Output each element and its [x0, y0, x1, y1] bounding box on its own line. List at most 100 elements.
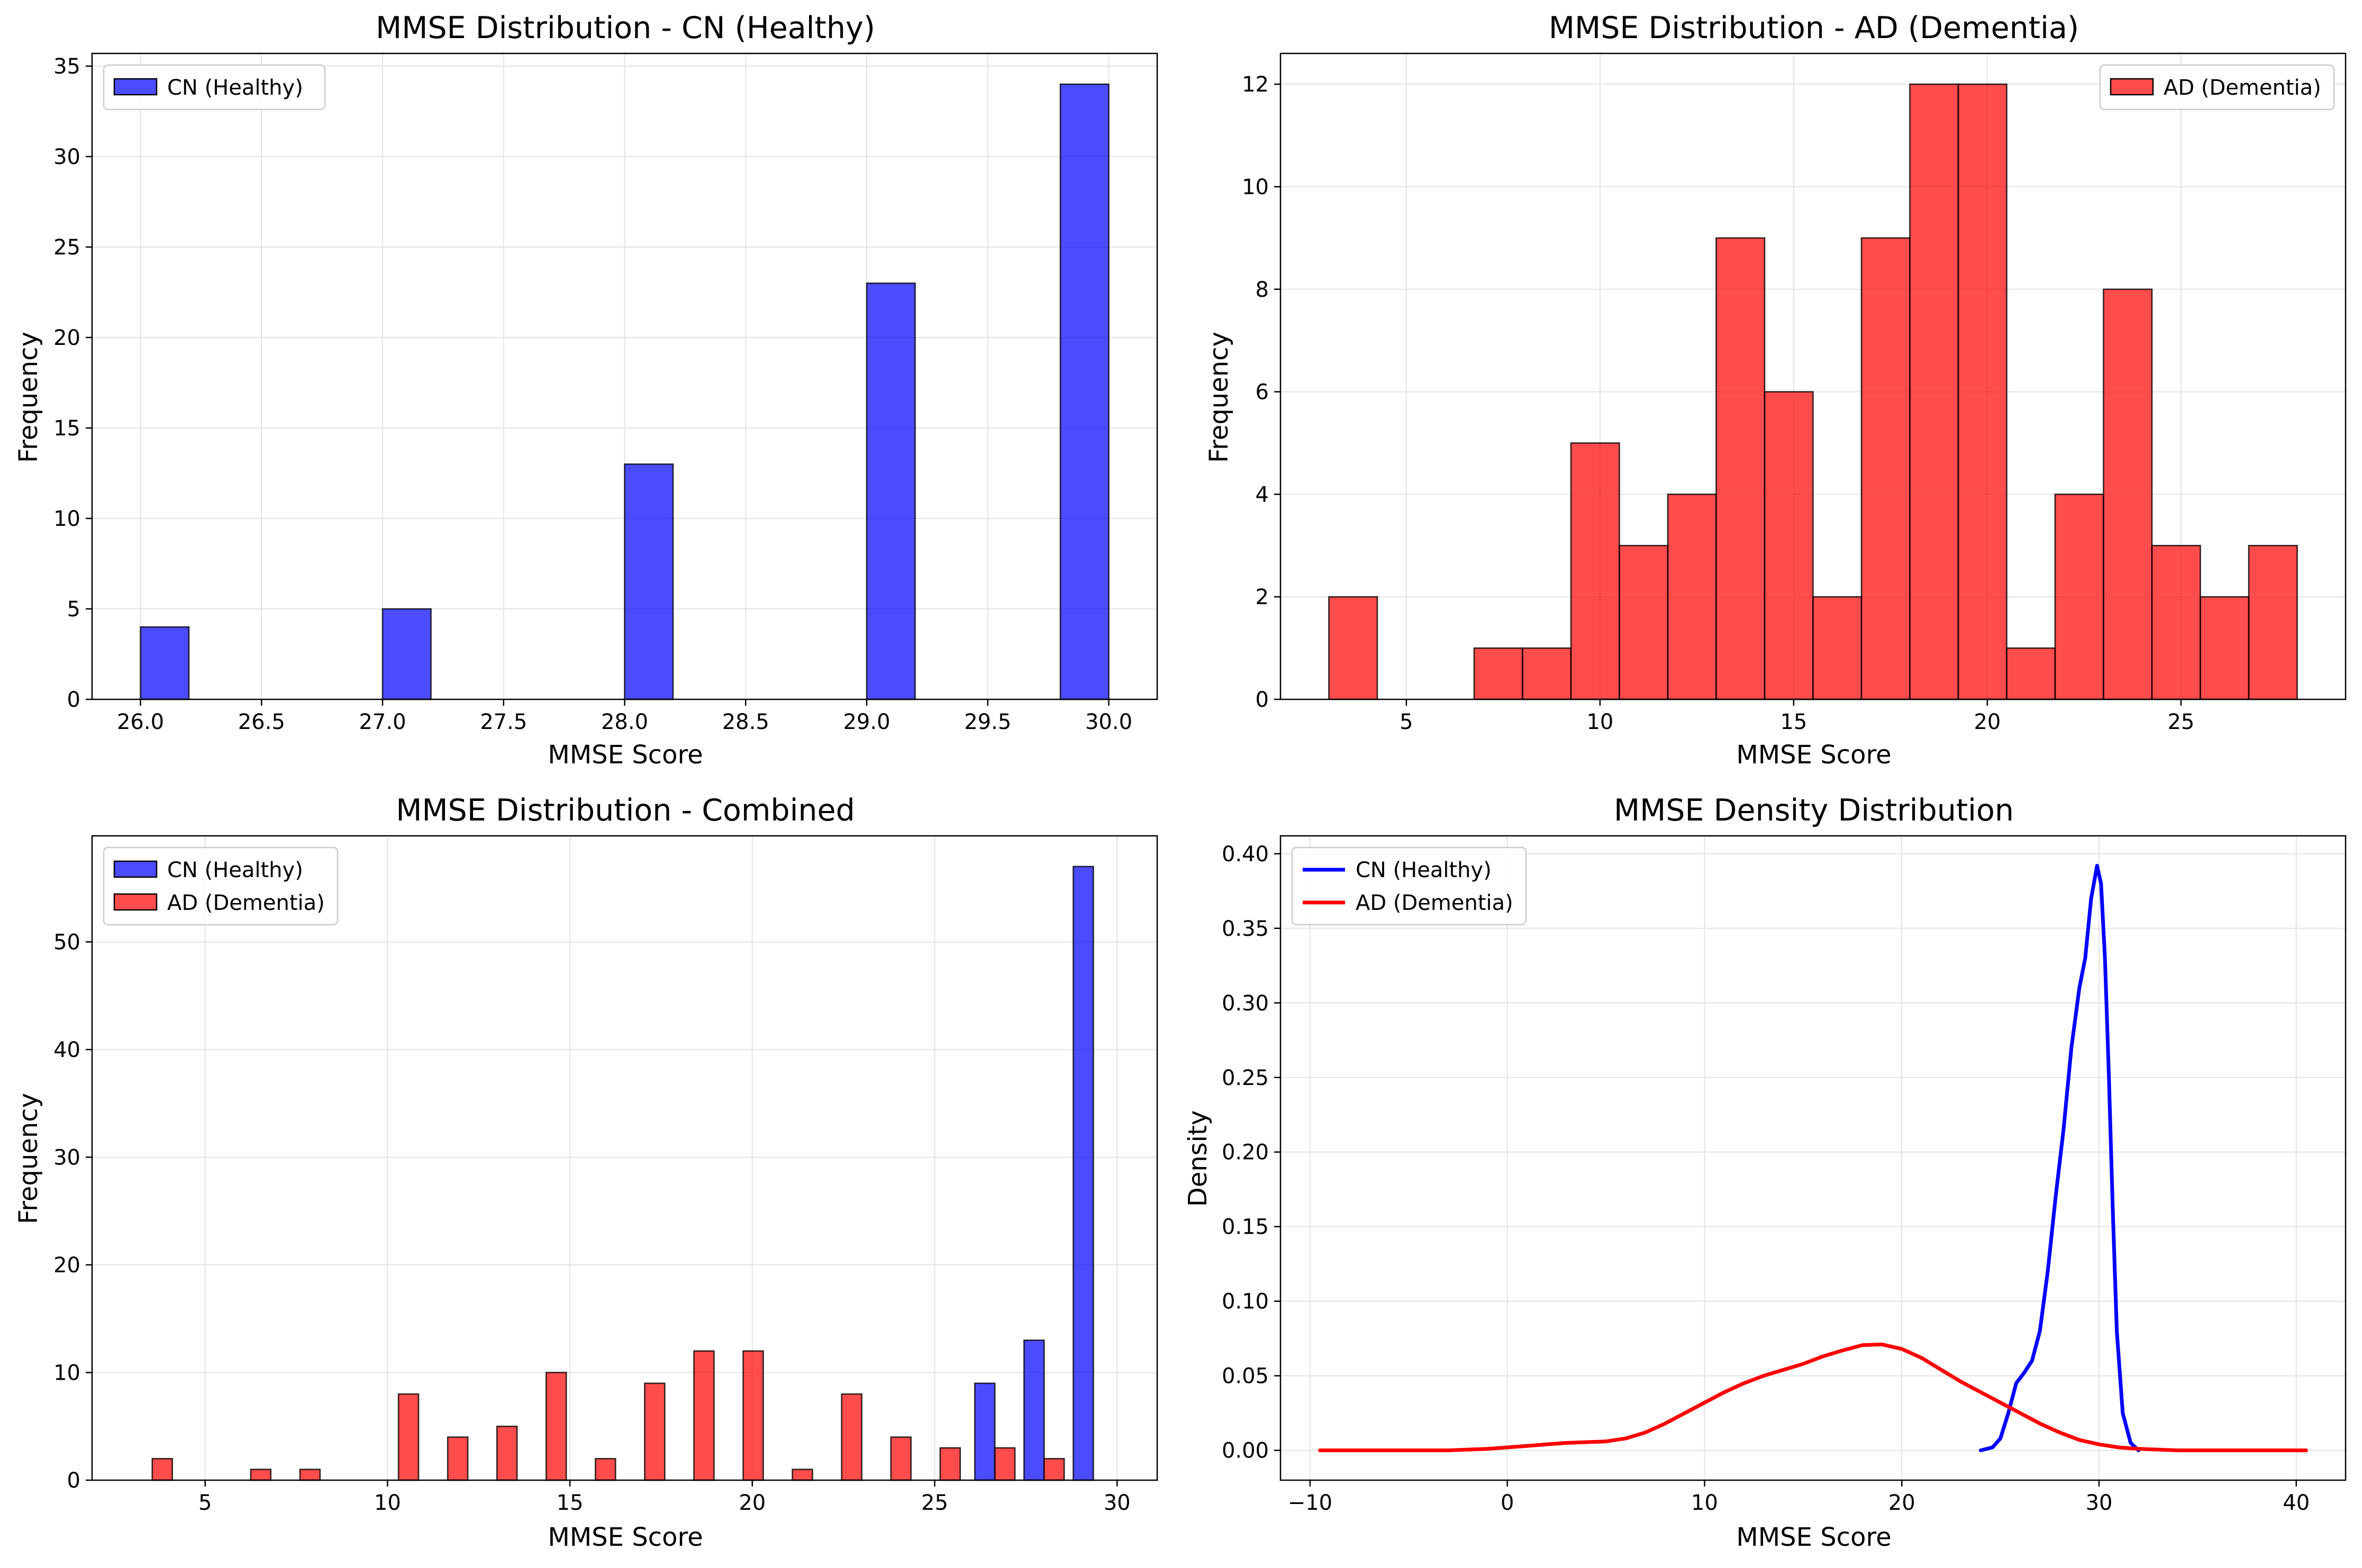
panel-title: MMSE Distribution - CN (Healthy) — [376, 11, 875, 45]
y-tick-label: 25 — [53, 235, 80, 260]
x-axis-label: MMSE Score — [548, 1523, 703, 1552]
x-tick-label: 30.0 — [1085, 710, 1132, 734]
legend-label: CN (Healthy) — [167, 76, 303, 100]
legend-swatch — [2110, 78, 2154, 96]
legend: CN (Healthy) AD (Dementia) — [103, 846, 339, 926]
histogram-bar — [644, 1382, 666, 1481]
legend: CN (Healthy) — [103, 64, 326, 111]
legend-swatch — [113, 78, 158, 96]
y-tick-label: 6 — [1256, 380, 1269, 405]
x-tick-label: 29.0 — [843, 710, 890, 734]
histogram-bar — [693, 1350, 715, 1481]
histogram-bar — [1715, 237, 1766, 700]
x-tick-label: 29.5 — [964, 710, 1011, 734]
x-tick-label: 28.0 — [601, 710, 648, 734]
y-tick-label: 0 — [67, 688, 80, 712]
y-tick-label: 0 — [1256, 688, 1269, 712]
data-marks — [1328, 83, 2298, 700]
y-tick-label: 40 — [53, 1038, 80, 1062]
density-line-ad — [1318, 1342, 2308, 1453]
histogram-bar — [381, 608, 432, 700]
x-tick-label: 10 — [374, 1491, 401, 1515]
y-tick-label: 0.35 — [1222, 917, 1269, 941]
y-tick-label: 10 — [53, 507, 80, 531]
panel-density: MMSE Density Distribution MMSE Score Den… — [1183, 793, 2347, 1552]
y-tick-label: 2 — [1256, 585, 1269, 609]
histogram-bar — [299, 1469, 321, 1481]
histogram-bar — [1619, 544, 1669, 700]
x-tick-label: 30 — [1104, 1491, 1131, 1515]
x-axis-label: MMSE Score — [1736, 1523, 1891, 1552]
histogram-bar — [841, 1393, 862, 1481]
histogram-bar — [447, 1436, 469, 1481]
y-tick-label: 20 — [53, 326, 80, 350]
y-tick-label: 30 — [53, 145, 80, 169]
histogram-bar — [2103, 288, 2153, 700]
y-tick-label: 30 — [53, 1145, 80, 1170]
axes-frame — [1279, 52, 2347, 700]
histogram-bar — [624, 463, 674, 700]
histogram-bar — [792, 1469, 813, 1481]
x-tick-label: 10 — [1691, 1491, 1718, 1515]
y-tick-label: 15 — [53, 416, 80, 441]
histogram-bar — [1860, 237, 1911, 700]
histogram-bar — [994, 1447, 1016, 1481]
y-axis-label: Frequency — [14, 1093, 43, 1224]
histogram-bar — [2054, 494, 2104, 700]
grid — [92, 53, 1157, 700]
y-tick-label: 0.20 — [1222, 1141, 1269, 1165]
x-tick-label: 27.5 — [480, 710, 527, 734]
x-tick-label: 26.0 — [117, 710, 164, 734]
y-tick-label: 0.30 — [1222, 991, 1269, 1016]
y-tick-label: 20 — [53, 1253, 80, 1278]
histogram-bar — [1473, 647, 1523, 700]
histogram-bar — [1570, 442, 1620, 700]
x-tick-label: 0 — [1501, 1491, 1514, 1515]
legend-box — [103, 846, 339, 926]
x-tick-label: 25 — [2167, 710, 2194, 734]
histogram-bar — [1073, 865, 1094, 1481]
legend: CN (Healthy) AD (Dementia) — [1291, 846, 1527, 926]
x-tick-label: 20 — [739, 1491, 766, 1515]
x-tick-label: 20 — [1888, 1491, 1915, 1515]
histogram-bar — [742, 1350, 764, 1481]
x-tick-label: 26.5 — [238, 710, 285, 734]
panel-title: MMSE Distribution - Combined — [396, 793, 855, 828]
y-axis-ticks: 0 10 20 30 40 50 — [53, 930, 92, 1493]
x-tick-label: 27.0 — [359, 710, 406, 734]
panel-title: MMSE Density Distribution — [1614, 793, 2014, 828]
histogram-bar — [2006, 647, 2056, 700]
histogram-bar — [1023, 1339, 1045, 1481]
x-tick-label: 20 — [1974, 710, 2001, 734]
y-axis-ticks: 0.00 0.05 0.10 0.15 0.20 0.25 0.30 0.35 0.40 — [1222, 842, 1280, 1463]
legend-box — [1291, 846, 1527, 926]
histogram-bar — [151, 1457, 173, 1481]
panel-title: MMSE Distribution - AD (Dementia) — [1549, 11, 2079, 45]
histogram-bar — [1522, 647, 1572, 700]
x-tick-label: 15 — [557, 1491, 584, 1515]
histogram-bar — [939, 1447, 961, 1481]
legend-label: AD (Dementia) — [167, 891, 325, 915]
histogram-bar — [1059, 83, 1110, 700]
y-tick-label: 0.05 — [1222, 1364, 1269, 1389]
histogram-bar — [595, 1457, 616, 1481]
y-axis-label: Frequency — [1204, 332, 1234, 463]
histogram-bar — [1043, 1457, 1065, 1481]
histogram-bar — [1909, 83, 1959, 700]
y-tick-label: 4 — [1256, 482, 1269, 507]
histogram-bar — [2200, 596, 2250, 700]
y-tick-label: 10 — [1242, 175, 1269, 199]
y-tick-label: 0.00 — [1222, 1439, 1269, 1463]
legend-label: CN (Healthy) — [1356, 858, 1492, 882]
legend-label: CN (Healthy) — [167, 858, 303, 882]
histogram-bar — [1764, 391, 1814, 700]
legend-box — [2099, 64, 2335, 111]
data-marks — [151, 865, 1094, 1481]
x-tick-label: 5 — [198, 1491, 212, 1515]
y-axis-ticks: 0 2 4 6 8 10 12 — [1242, 72, 1280, 712]
legend: AD (Dementia) — [2099, 64, 2335, 111]
y-tick-label: 35 — [53, 54, 80, 79]
y-tick-label: 10 — [53, 1361, 80, 1385]
